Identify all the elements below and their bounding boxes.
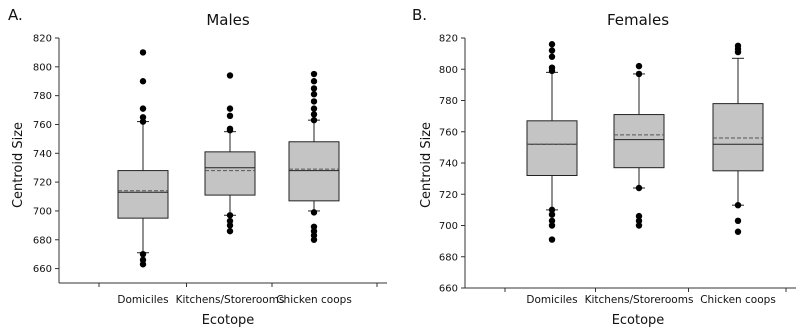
- outlier-point: [635, 212, 643, 220]
- x-tick-label: Domiciles: [526, 294, 577, 306]
- y-tick-label: 720: [33, 178, 52, 189]
- outlier-point: [548, 206, 556, 214]
- outlier-point: [310, 91, 318, 98]
- iqr-box: [526, 120, 578, 176]
- x-axis-title: Ecotope: [202, 313, 255, 328]
- outlier-point: [548, 222, 556, 229]
- x-tick-label: Chicken coops: [276, 294, 352, 306]
- outlier-point: [139, 250, 147, 258]
- outlier-point: [226, 222, 234, 229]
- outlier-point: [548, 41, 556, 48]
- outlier-point: [139, 105, 147, 112]
- outlier-point: [635, 184, 643, 192]
- outlier-point: [226, 72, 234, 79]
- outlier-point: [635, 62, 643, 70]
- outlier-point: [226, 127, 234, 134]
- y-tick-label: 740: [439, 159, 458, 170]
- y-tick-label: 760: [439, 127, 458, 138]
- y-ticks: 660 680 700 720 740 760 780 800 820: [439, 34, 465, 295]
- y-tick-label: 820: [33, 34, 52, 45]
- outlier-point: [548, 67, 556, 75]
- box-group-domiciles: [117, 49, 169, 268]
- y-tick-label: 720: [439, 190, 458, 201]
- panel-letter: A.: [8, 6, 23, 24]
- x-axis-title: Ecotope: [612, 313, 665, 328]
- iqr-box: [204, 151, 256, 196]
- outlier-point: [310, 85, 318, 92]
- x-tick-label: Kitchens/Storerooms: [585, 294, 694, 306]
- outlier-point: [226, 112, 234, 120]
- iqr-box: [613, 114, 665, 169]
- y-ticks: 660 680 700 720 740 760 780 800 820: [33, 34, 59, 275]
- outlier-point: [310, 209, 318, 216]
- panel-females: B. Females Centroid Size Ecotope 660 680 7…: [412, 6, 796, 328]
- y-tick-label: 760: [33, 120, 52, 131]
- outlier-point: [139, 49, 147, 56]
- y-tick-label: 680: [33, 235, 52, 246]
- outlier-point: [635, 70, 643, 78]
- x-tick-label: Kitchens/Storerooms: [176, 294, 285, 306]
- outlier-point: [548, 47, 556, 54]
- box-plots: [526, 41, 764, 243]
- outlier-point: [734, 201, 742, 209]
- outlier-point: [548, 53, 556, 60]
- box-group-chicken-coops: [712, 42, 764, 235]
- outlier-point: [139, 261, 147, 268]
- y-tick-label: 780: [33, 91, 52, 102]
- y-tick-label: 800: [33, 62, 52, 73]
- y-tick-label: 820: [439, 34, 458, 45]
- outlier-point: [226, 227, 234, 235]
- y-tick-label: 740: [33, 149, 52, 160]
- outlier-point: [310, 78, 318, 85]
- y-tick-label: 800: [439, 65, 458, 76]
- y-tick-label: 680: [439, 252, 458, 263]
- y-tick-label: 780: [439, 96, 458, 107]
- box-plots: [117, 49, 340, 268]
- iqr-box: [117, 170, 169, 219]
- panel-letter: B.: [412, 6, 427, 24]
- y-tick-label: 660: [439, 284, 458, 295]
- outlier-point: [548, 217, 556, 225]
- iqr-box: [288, 141, 340, 202]
- outlier-point: [139, 78, 147, 85]
- outlier-point: [139, 118, 147, 125]
- outlier-point: [734, 217, 742, 225]
- panel-males: A. Males Centroid Size Ecotope 660 680 700…: [8, 6, 387, 328]
- outlier-point: [635, 217, 643, 225]
- box-group-domiciles: [526, 41, 578, 243]
- y-axis-title: Centroid Size: [11, 122, 26, 208]
- y-tick-label: 660: [33, 264, 52, 275]
- outlier-point: [310, 70, 318, 78]
- outlier-point: [310, 236, 318, 243]
- y-tick-label: 700: [439, 221, 458, 232]
- outlier-point: [548, 236, 556, 243]
- x-tick-label: Domiciles: [117, 294, 168, 306]
- y-tick-label: 700: [33, 206, 52, 217]
- outlier-point: [310, 98, 318, 105]
- outlier-point: [548, 211, 556, 218]
- box-group-chicken-coops: [288, 70, 340, 243]
- chart-title: Females: [607, 11, 669, 29]
- outlier-point: [635, 222, 643, 229]
- y-axis-title: Centroid Size: [419, 122, 434, 208]
- iqr-box: [712, 103, 764, 172]
- outlier-point: [734, 48, 742, 56]
- outlier-point: [310, 105, 318, 112]
- box-group-kitchens-storerooms: [204, 72, 256, 235]
- outlier-point: [226, 105, 234, 112]
- outlier-point: [310, 116, 318, 124]
- outlier-point: [310, 111, 318, 118]
- chart-title: Males: [206, 11, 250, 29]
- x-tick-label: Chicken coops: [700, 294, 776, 306]
- x-ticks: Domiciles Kitchens/Storerooms Chicken coop…: [504, 288, 787, 306]
- outlier-point: [226, 212, 234, 219]
- box-group-kitchens-storerooms: [613, 62, 665, 229]
- outlier-point: [734, 228, 742, 235]
